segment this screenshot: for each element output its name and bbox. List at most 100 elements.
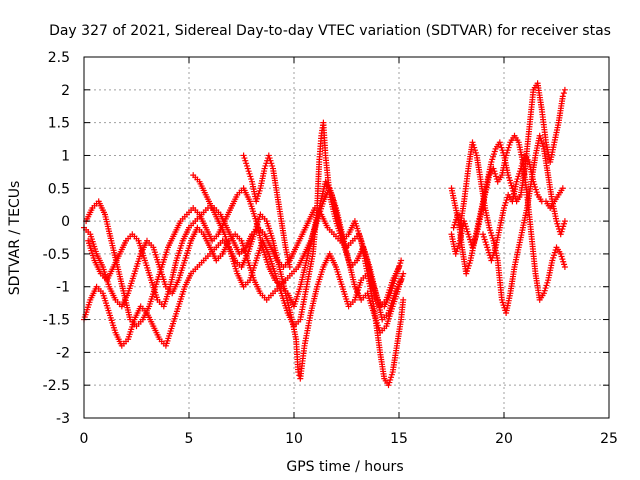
data-point [506, 174, 513, 181]
data-point [537, 135, 544, 142]
data-point [465, 231, 472, 238]
data-point [398, 257, 405, 264]
data-point [470, 141, 477, 148]
data-point [454, 245, 461, 252]
data-point [472, 149, 479, 156]
series-track-10 [480, 152, 566, 264]
data-point [261, 165, 268, 172]
data-point [490, 153, 497, 160]
data-point [256, 187, 263, 194]
series-track-5 [190, 119, 402, 330]
x-tick-label: 20 [495, 431, 513, 447]
data-point [538, 138, 545, 145]
data-point [516, 168, 523, 175]
series-track-9 [448, 132, 568, 303]
data-point [532, 183, 539, 190]
data-point [504, 147, 511, 154]
data-point [489, 254, 496, 261]
data-point [497, 141, 504, 148]
x-tick-labels: 0 5 10 15 20 25 [80, 431, 618, 447]
data-point [466, 233, 473, 240]
data-point [555, 223, 562, 230]
data-point [551, 249, 558, 256]
data-point [499, 147, 506, 154]
data-point [533, 189, 540, 196]
data-point [487, 227, 494, 234]
data-point [561, 218, 568, 225]
data-point [561, 86, 568, 93]
data-point [492, 170, 499, 177]
data-point [505, 144, 512, 151]
data-point [560, 223, 567, 230]
y-tick-label: -3 [56, 411, 70, 427]
data-point [520, 157, 527, 164]
data-point [540, 290, 547, 297]
data-point [554, 220, 561, 227]
data-point [491, 148, 498, 155]
data-point [503, 152, 510, 159]
data-point [247, 173, 254, 180]
axis-ticks [83, 56, 610, 419]
data-point [461, 220, 468, 227]
data-point [541, 287, 548, 294]
data-point [267, 157, 274, 164]
data-point [385, 382, 392, 389]
data-point [388, 371, 395, 378]
data-point [388, 374, 395, 381]
y-tick-label: -2.5 [43, 378, 70, 394]
x-tick-label: 10 [285, 431, 303, 447]
data-point [400, 270, 407, 277]
data-point [241, 155, 248, 162]
data-point [516, 170, 523, 177]
data-point [490, 165, 497, 172]
data-point [539, 140, 546, 147]
x-tick-label: 25 [600, 431, 618, 447]
data-point [242, 157, 249, 164]
data-point [559, 256, 566, 263]
data-point [254, 193, 261, 200]
data-point [462, 223, 469, 230]
data-point [560, 258, 567, 265]
data-point [542, 285, 549, 292]
data-point [561, 261, 568, 268]
data-point [506, 141, 513, 148]
data-point [466, 236, 473, 243]
data-points [81, 80, 568, 389]
data-point [243, 162, 250, 169]
data-point [464, 228, 471, 235]
data-point [559, 185, 566, 192]
data-point [398, 277, 405, 284]
data-point [505, 172, 512, 179]
data-point [480, 233, 487, 240]
data-point [240, 152, 247, 159]
y-tick-label: 2.5 [48, 50, 70, 66]
data-point [502, 199, 509, 206]
data-point [490, 151, 497, 158]
data-point [507, 180, 514, 187]
data-point [262, 162, 269, 169]
data-point [396, 264, 402, 271]
data-point [254, 195, 261, 202]
data-point [263, 160, 270, 167]
data-point [483, 241, 490, 248]
data-point [480, 231, 486, 238]
data-point [536, 132, 543, 139]
data-point [463, 225, 470, 232]
data-point [498, 296, 505, 303]
data-point [493, 173, 500, 180]
grid-lines [84, 57, 609, 418]
data-point [269, 162, 276, 169]
data-point [489, 156, 496, 163]
data-point [470, 241, 477, 248]
data-point [268, 160, 275, 167]
data-point [559, 93, 566, 100]
data-point [484, 244, 491, 251]
data-point [503, 149, 510, 156]
data-point [487, 229, 494, 236]
data-point [464, 265, 471, 272]
data-point [489, 235, 496, 242]
data-point [471, 239, 478, 246]
y-tick-label: -2 [56, 345, 70, 361]
data-point [485, 249, 492, 256]
data-point [518, 162, 525, 169]
